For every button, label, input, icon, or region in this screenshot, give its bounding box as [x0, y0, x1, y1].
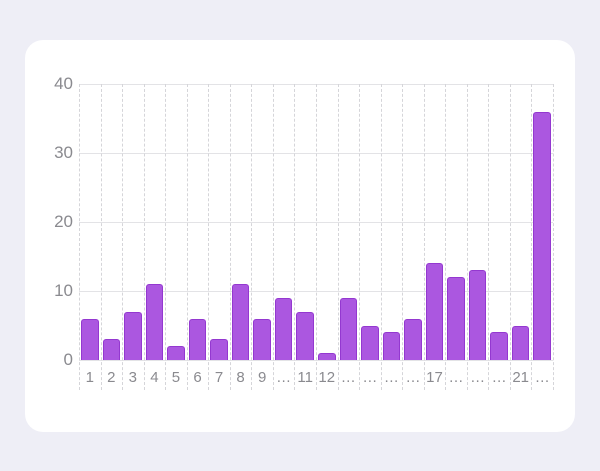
bar-chart-plot-area — [79, 84, 553, 361]
bar[interactable] — [490, 332, 508, 360]
bar[interactable] — [533, 111, 551, 360]
y-axis-tick-label: 40 — [54, 74, 73, 93]
bar[interactable] — [231, 284, 250, 360]
y-axis-tick-label: 30 — [54, 143, 73, 162]
bar[interactable] — [274, 297, 293, 360]
bar[interactable] — [382, 332, 401, 360]
x-axis-tick-label: … — [534, 369, 550, 386]
x-axis-tick-label: 11 — [297, 369, 313, 386]
bar[interactable] — [102, 339, 121, 360]
y-axis-tick-label: 0 — [63, 350, 73, 369]
x-axis-tick-label: … — [383, 369, 399, 386]
x-axis-labels: 1 2 3 4 5 6 7 8 9… 11 12………… 17……… 21… — [79, 368, 553, 388]
x-axis-tick-label: 1 — [85, 369, 94, 386]
bar[interactable] — [210, 339, 228, 360]
x-axis-tick-label: 2 — [107, 369, 116, 386]
bar[interactable] — [81, 318, 99, 360]
bar[interactable] — [318, 353, 336, 360]
x-axis-tick-label: 17 — [426, 369, 443, 386]
x-axis-tick-label: 5 — [171, 369, 181, 386]
x-axis-tick-label: 21 — [512, 369, 530, 386]
x-axis-tick-label: … — [362, 369, 378, 386]
bar[interactable] — [188, 318, 207, 360]
x-axis-tick-label: 6 — [193, 369, 202, 386]
bar[interactable] — [468, 270, 487, 360]
y-axis-tick-label: 20 — [54, 212, 73, 231]
bar[interactable] — [425, 263, 444, 360]
x-axis-tick-label: … — [448, 369, 464, 386]
bar[interactable] — [167, 346, 185, 360]
x-axis-tick-label: … — [340, 369, 356, 386]
x-axis-tick-label: 7 — [214, 369, 224, 386]
x-axis-tick-label: … — [470, 369, 486, 386]
x-axis-tick-label: … — [491, 369, 507, 386]
y-axis-labels: 0 10 20 30 40 — [25, 75, 73, 369]
bar[interactable] — [361, 325, 379, 360]
chart-card: 0 10 20 30 40 1 2 3 4 5 6 7 8 9… 11 12………… 17……… 21… — [25, 40, 575, 432]
x-axis-tick-label: 4 — [150, 369, 159, 386]
gridline-y-20 — [79, 222, 553, 223]
bar[interactable] — [511, 325, 530, 360]
bar[interactable] — [447, 277, 465, 360]
x-axis-tick-label: 3 — [128, 369, 138, 386]
bar[interactable] — [253, 318, 271, 360]
gridline-y-0 — [79, 360, 553, 361]
bar[interactable] — [339, 297, 358, 360]
gridline-y-30 — [79, 153, 553, 154]
x-axis-tick-label: 9 — [257, 369, 267, 386]
bar[interactable] — [404, 318, 422, 360]
x-axis-tick-label: … — [405, 369, 421, 386]
x-axis-tick-label: … — [276, 369, 292, 386]
bar[interactable] — [124, 311, 142, 360]
gridline-y-40 — [79, 84, 553, 85]
x-axis-tick-label: 8 — [236, 369, 245, 386]
bar[interactable] — [145, 284, 164, 360]
y-axis-tick-label: 10 — [54, 281, 73, 300]
x-axis-tick-label: 12 — [318, 369, 336, 386]
gridline-x-22 — [553, 84, 554, 390]
bar[interactable] — [296, 311, 314, 360]
